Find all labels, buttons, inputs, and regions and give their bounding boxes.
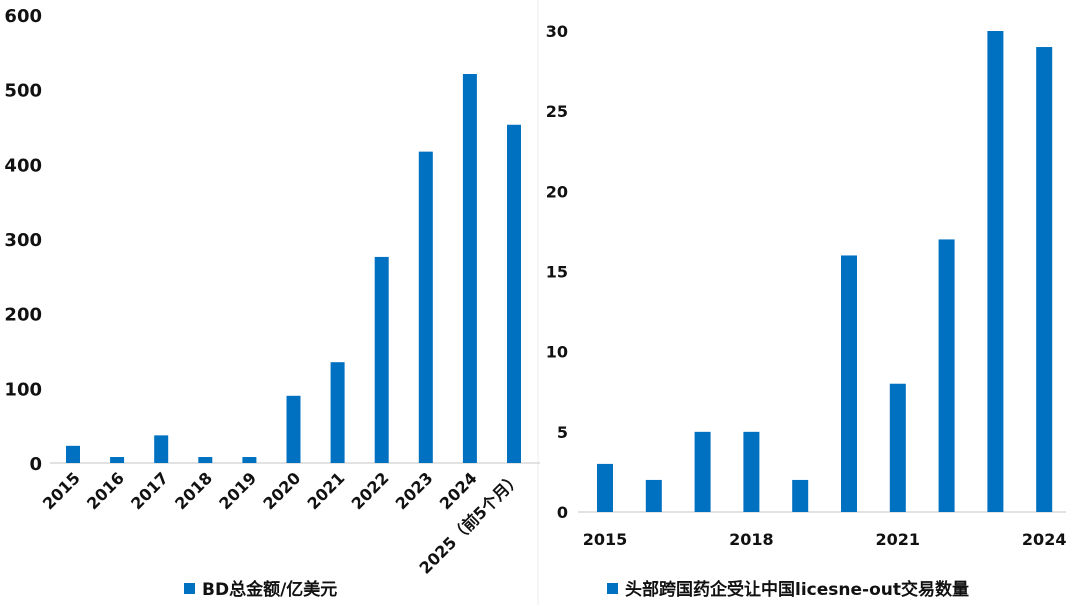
y-tick-label: 20 (546, 182, 568, 201)
bar (462, 73, 477, 463)
bar (507, 124, 521, 463)
x-tick-label: 2024 (1022, 530, 1067, 549)
bar (198, 457, 213, 463)
bar (987, 31, 1004, 512)
y-tick-label: 10 (546, 343, 568, 362)
bar (743, 431, 760, 512)
bar (110, 457, 125, 463)
bar (889, 383, 906, 512)
y-tick-label: 100 (4, 379, 42, 400)
bar (1036, 47, 1053, 513)
x-tick-label: 2017 (127, 468, 172, 513)
y-tick-label: 600 (4, 6, 42, 27)
x-tick-label: 2018 (171, 468, 216, 513)
legend-label: BD总金额/亿美元 (202, 579, 337, 600)
x-tick-label: 2021 (876, 530, 921, 549)
legend-swatch (184, 583, 195, 594)
y-tick-label: 0 (557, 503, 568, 522)
bar (418, 151, 433, 463)
bar (694, 431, 711, 512)
x-tick-label: 2020 (259, 468, 304, 513)
x-tick-label: 2022 (348, 468, 393, 513)
bar (154, 435, 169, 463)
bar (645, 479, 662, 512)
bar (374, 256, 389, 463)
x-tick-label: 2015 (39, 468, 84, 513)
bar (330, 362, 345, 463)
y-tick-label: 200 (4, 305, 42, 326)
y-tick-label: 25 (546, 102, 568, 121)
y-tick-label: 400 (4, 155, 42, 176)
bar (938, 239, 955, 512)
bar (597, 463, 613, 512)
y-tick-label: 500 (4, 81, 42, 102)
x-tick-label: 2018 (729, 530, 774, 549)
bar (792, 479, 809, 512)
y-tick-label: 5 (557, 423, 568, 442)
x-tick-label: 2021 (304, 468, 349, 513)
x-tick-label: 2015 (583, 530, 628, 549)
y-tick-label: 15 (546, 263, 568, 282)
x-tick-label: 2019 (215, 468, 260, 513)
bar (841, 255, 857, 512)
legend-swatch (607, 583, 618, 594)
y-tick-label: 300 (4, 230, 42, 251)
bar (66, 445, 80, 463)
legend-label: 头部跨国药企受让中国licesne-out交易数量 (625, 579, 969, 600)
y-tick-label: 0 (29, 454, 42, 475)
y-tick-label: 30 (546, 22, 568, 41)
bar (242, 457, 257, 463)
x-tick-label: 2016 (83, 468, 128, 513)
x-tick-label: 2023 (392, 468, 437, 513)
bar (286, 395, 301, 463)
